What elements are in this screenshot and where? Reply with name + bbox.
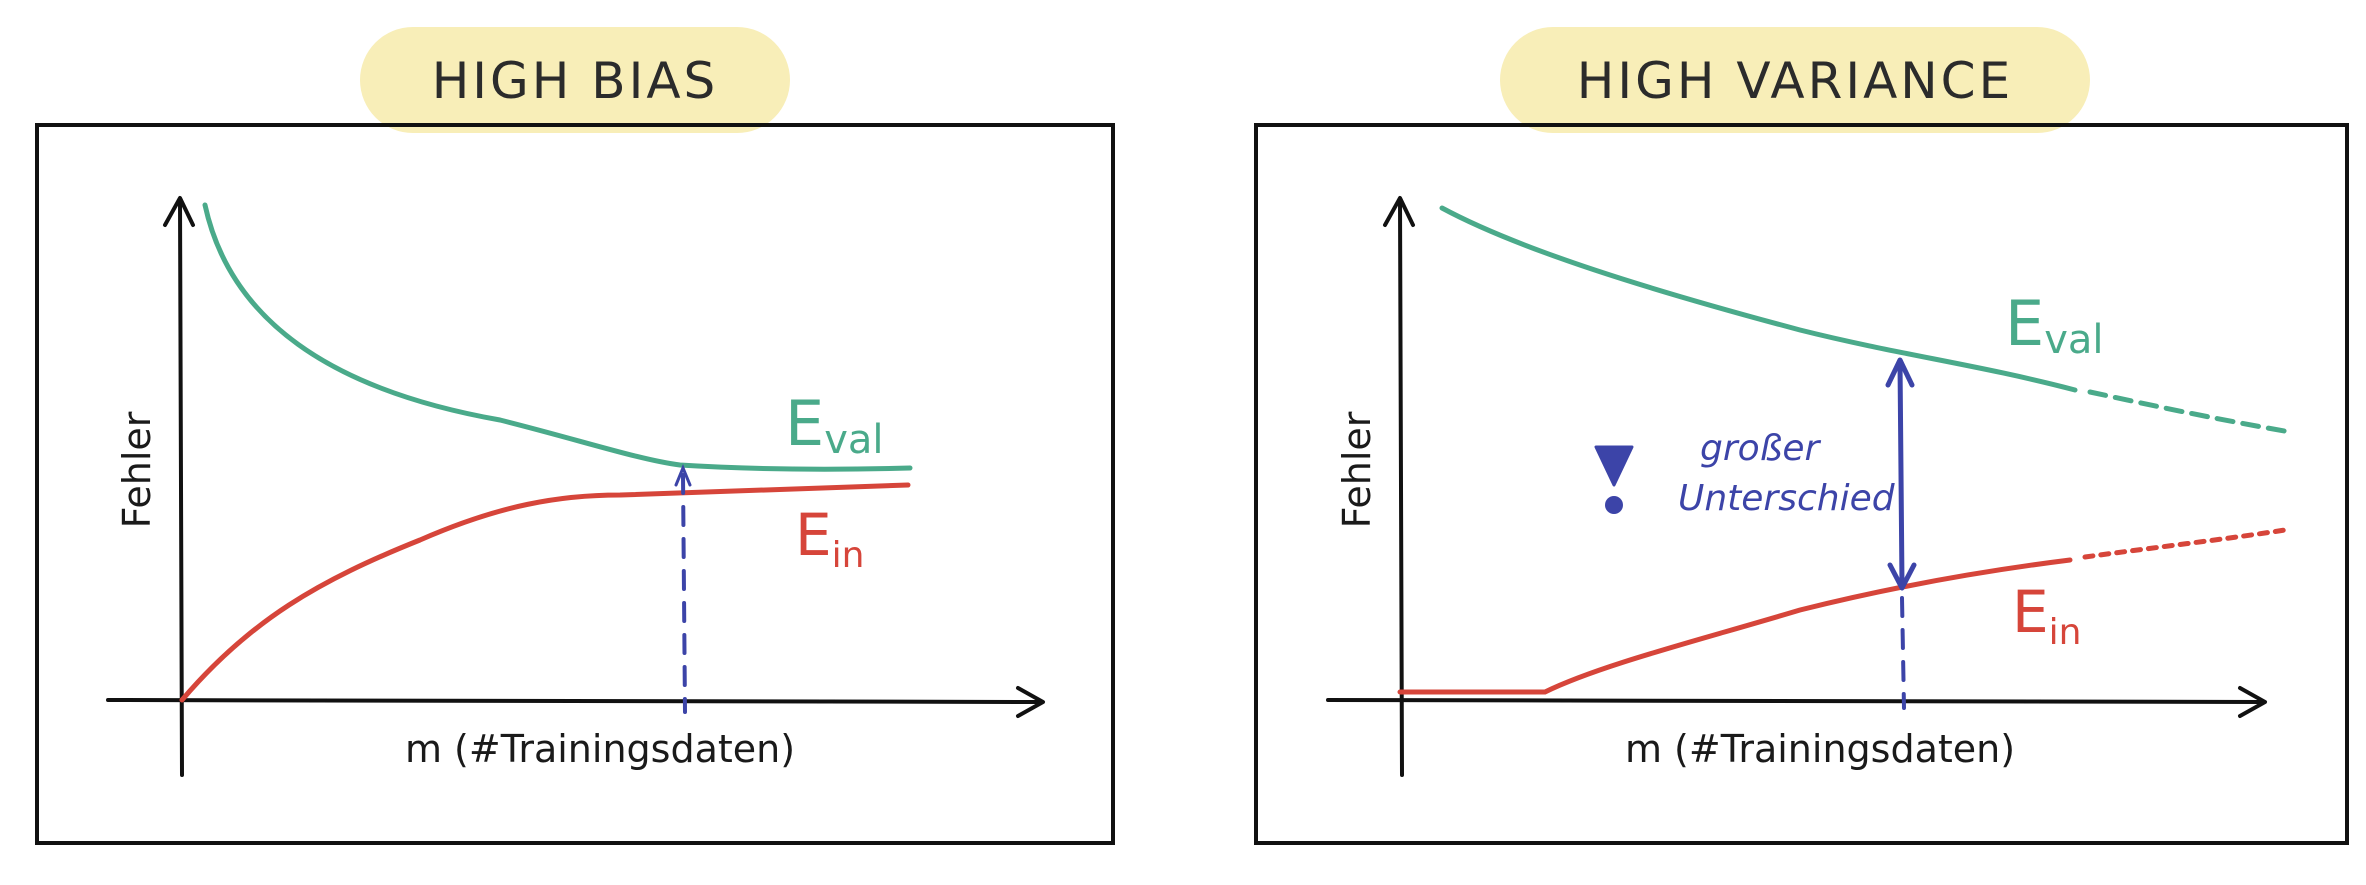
validation-curve-label-high-bias: Eval	[785, 387, 883, 463]
panel-title-high-bias: HIGH BIAS	[432, 52, 719, 110]
annotation-line-1: großer	[1700, 428, 1822, 469]
panel-frame-high-bias	[35, 123, 1115, 845]
x-axis-high-variance	[1326, 698, 2264, 704]
validation-error-extrapolation-high-variance	[2087, 389, 2293, 435]
y-axis-arrowhead-high-bias	[163, 196, 195, 227]
x-axis-high-bias	[106, 698, 1042, 704]
training-error-curve-high-variance	[1397, 557, 2073, 695]
y-axis-high-variance	[1398, 198, 1404, 777]
gap-line-high-bias	[681, 473, 687, 714]
panel-frame-high-variance	[1254, 123, 2349, 845]
training-error-extrapolation-high-variance	[2082, 527, 2288, 560]
training-error-curve-high-bias	[179, 482, 911, 703]
x-axis-arrowhead-high-variance	[2238, 686, 2267, 718]
title-highlight-high-bias	[360, 27, 790, 133]
validation-error-curve-high-variance	[1439, 205, 2078, 393]
title-highlight-high-variance	[1500, 27, 2090, 133]
validation-curve-label-high-variance: Eval	[2005, 287, 2103, 363]
panel-high-variance: HIGH VARIANCE großer Unterschied Eval Ei…	[1254, 27, 2349, 845]
y-axis-label-high-variance: Fehler	[1335, 411, 1379, 528]
training-curve-label-high-bias: Ein	[795, 501, 864, 576]
gap-arrowhead-top-high-variance	[1885, 357, 1915, 388]
annotation-line-2: Unterschied	[1678, 478, 1896, 519]
gap-arrowhead-high-bias	[674, 464, 692, 487]
y-axis-label-high-bias: Fehler	[115, 411, 159, 528]
panel-high-bias: HIGH BIAS Eval Ein m (#Trainingsdaten) F…	[35, 27, 1115, 845]
gap-dashed-line-high-variance	[1900, 596, 1906, 710]
y-axis-high-bias	[178, 198, 184, 777]
exclamation-dot-icon	[1605, 496, 1623, 514]
exclamation-icon	[1594, 445, 1634, 487]
x-axis-arrowhead-high-bias	[1016, 686, 1045, 718]
gap-arrowhead-bottom-high-variance	[1887, 562, 1917, 591]
x-axis-label-high-variance: m (#Trainingsdaten)	[1625, 727, 2015, 771]
panel-title-high-variance: HIGH VARIANCE	[1577, 52, 2013, 110]
y-axis-arrowhead-high-variance	[1383, 196, 1415, 227]
training-curve-label-high-variance: Ein	[2012, 578, 2081, 653]
x-axis-label-high-bias: m (#Trainingsdaten)	[405, 727, 795, 771]
validation-error-curve-high-bias	[202, 202, 913, 472]
gap-arrow-high-variance	[1897, 359, 1905, 588]
